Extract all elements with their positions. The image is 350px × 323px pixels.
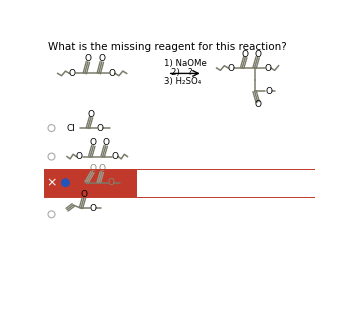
- Text: O: O: [228, 64, 235, 73]
- Text: O: O: [69, 69, 76, 78]
- Text: O: O: [102, 138, 109, 147]
- Text: O: O: [90, 204, 97, 213]
- Text: O: O: [84, 54, 91, 63]
- Text: O: O: [97, 124, 104, 132]
- Text: 1) NaOMe: 1) NaOMe: [164, 59, 207, 68]
- Text: O: O: [90, 138, 97, 147]
- Text: What is the missing reagent for this reaction?: What is the missing reagent for this rea…: [48, 42, 286, 52]
- Text: O: O: [108, 69, 116, 78]
- Text: ×: ×: [46, 176, 57, 189]
- Text: O: O: [254, 100, 261, 109]
- Text: O: O: [112, 152, 119, 161]
- Text: O: O: [98, 164, 105, 173]
- Text: O: O: [242, 50, 249, 59]
- Text: 3) H₂SO₄: 3) H₂SO₄: [164, 78, 201, 86]
- Text: O: O: [76, 152, 83, 161]
- Bar: [44, 169, 137, 197]
- Text: O: O: [80, 190, 88, 199]
- Circle shape: [62, 179, 69, 187]
- Text: O: O: [88, 110, 94, 119]
- Text: Cl: Cl: [66, 124, 76, 132]
- Text: O: O: [89, 164, 96, 173]
- Text: O: O: [98, 54, 105, 63]
- Text: O: O: [264, 64, 271, 73]
- Text: O: O: [108, 178, 115, 187]
- Text: O: O: [254, 50, 261, 59]
- Text: O: O: [265, 87, 272, 96]
- Text: 2)   ?: 2) ?: [171, 68, 192, 77]
